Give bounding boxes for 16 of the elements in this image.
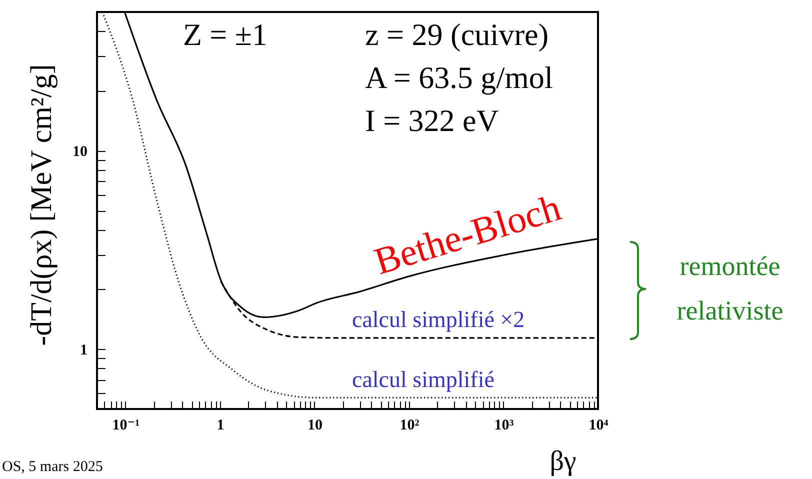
x-tick-label: 10²: [400, 418, 420, 434]
series-label: calcul simplifié ×2: [352, 307, 525, 332]
x-tick-label: 1: [216, 418, 224, 434]
annotation: A = 63.5 g/mol: [365, 60, 553, 95]
x-tick-label: 10³: [494, 418, 514, 434]
annotation: z = 29 (cuivre): [365, 17, 549, 52]
text: OS, 5 mars 2025: [2, 459, 103, 475]
text: remontée relativiste: [676, 251, 784, 326]
x-tick-label: 10: [307, 418, 322, 434]
x-axis-title: βγ: [550, 446, 576, 477]
series-label: calcul simplifié: [352, 367, 494, 392]
x-tick-label: 10⁴: [588, 418, 609, 434]
annotation: I = 322 eV: [365, 103, 500, 138]
x-tick-label: 10⁻¹: [112, 418, 140, 434]
y-axis-title: -dT/d(ρx) [MeV cm²/g]: [25, 64, 58, 346]
annotation: Z = ±1: [183, 17, 268, 52]
